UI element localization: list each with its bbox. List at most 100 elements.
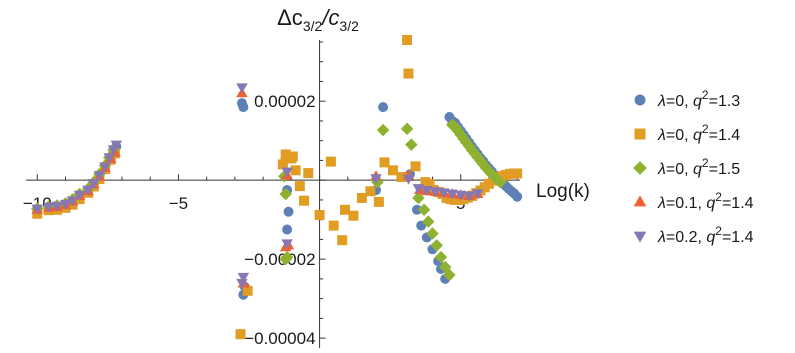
data-point bbox=[242, 285, 253, 296]
data-point bbox=[110, 140, 123, 151]
data-point bbox=[512, 191, 523, 202]
data-point bbox=[365, 186, 376, 197]
data-point bbox=[430, 239, 443, 252]
data-point bbox=[387, 165, 398, 176]
plot-points bbox=[31, 35, 523, 340]
data-point bbox=[400, 122, 414, 136]
series-5 bbox=[31, 83, 484, 289]
legend-label: λ=0, q2=1.4 bbox=[657, 122, 740, 144]
title-delta-c: Δc bbox=[277, 5, 303, 30]
y-minor-ticks bbox=[319, 41, 326, 339]
chart-title: Δc3/2/c3/2 bbox=[277, 5, 359, 34]
data-point bbox=[356, 192, 367, 203]
y-tick-label: 0.00002 bbox=[254, 92, 315, 111]
y-tick-label: −0.00004 bbox=[244, 329, 315, 348]
legend-item-4: λ=0.1, q2=1.4 bbox=[633, 190, 754, 212]
data-point bbox=[379, 157, 390, 168]
data-point bbox=[282, 224, 293, 235]
title-slash-c: /c bbox=[320, 5, 339, 30]
data-point bbox=[279, 252, 292, 266]
data-point bbox=[424, 179, 435, 190]
data-point bbox=[422, 215, 435, 228]
data-point bbox=[87, 178, 100, 189]
data-point bbox=[512, 168, 523, 179]
legend-swatch bbox=[633, 195, 647, 207]
data-point bbox=[103, 153, 116, 164]
data-point bbox=[236, 98, 247, 109]
data-point bbox=[471, 189, 484, 200]
data-point bbox=[328, 220, 339, 231]
data-point bbox=[405, 138, 418, 151]
data-point bbox=[290, 165, 301, 176]
x-tick-label: −5 bbox=[169, 194, 188, 213]
data-point bbox=[299, 195, 310, 206]
data-point bbox=[279, 187, 292, 201]
data-point bbox=[42, 202, 55, 213]
data-point bbox=[421, 186, 433, 197]
x-minor-ticks bbox=[36, 174, 518, 181]
legend-item-5: λ=0.2, q2=1.4 bbox=[633, 224, 754, 246]
data-point bbox=[337, 235, 348, 246]
data-point bbox=[294, 181, 305, 192]
data-point bbox=[235, 329, 246, 340]
data-point bbox=[376, 123, 390, 137]
data-point bbox=[66, 196, 79, 207]
data-point bbox=[429, 187, 442, 198]
data-point bbox=[281, 239, 293, 250]
legend-label: λ=0, q2=1.3 bbox=[657, 88, 740, 110]
data-point bbox=[417, 203, 431, 217]
data-point bbox=[281, 167, 293, 178]
series-2 bbox=[32, 35, 523, 340]
data-point bbox=[59, 199, 72, 210]
data-point bbox=[402, 174, 415, 185]
data-point bbox=[443, 268, 456, 282]
data-point bbox=[314, 209, 325, 220]
data-point bbox=[325, 156, 336, 167]
data-point bbox=[434, 250, 448, 264]
legend-swatch bbox=[633, 231, 647, 243]
legend-label: λ=0.1, q2=1.4 bbox=[657, 190, 754, 212]
data-point bbox=[283, 206, 294, 217]
data-point bbox=[31, 204, 44, 215]
legend-label: λ=0, q2=1.5 bbox=[657, 156, 740, 178]
legend-label: λ=0.2, q2=1.4 bbox=[657, 224, 754, 246]
data-point bbox=[402, 35, 413, 45]
data-point bbox=[396, 172, 407, 183]
data-point bbox=[493, 175, 507, 189]
data-point bbox=[303, 168, 314, 179]
y-tick-label: −0.00002 bbox=[244, 250, 315, 269]
data-point bbox=[93, 171, 106, 182]
axes: −10−55 0.00002−0.00002−0.00004 bbox=[23, 40, 520, 348]
data-point bbox=[73, 190, 86, 201]
title-subscript-1: 3/2 bbox=[303, 18, 323, 34]
legend-swatch bbox=[634, 128, 646, 140]
data-point bbox=[403, 68, 414, 79]
data-point bbox=[412, 184, 425, 195]
x-axis-label: Log(k) bbox=[536, 181, 590, 202]
data-point bbox=[236, 278, 248, 289]
legend: λ=0, q2=1.3 λ=0, q2=1.4 λ=0, q2=1.5 λ=0.1, … bbox=[633, 88, 754, 246]
data-point bbox=[454, 190, 467, 201]
data-point bbox=[236, 83, 248, 94]
legend-item-3: λ=0, q2=1.5 bbox=[633, 156, 740, 178]
data-point bbox=[237, 272, 250, 283]
data-point bbox=[348, 210, 359, 221]
data-point bbox=[446, 189, 459, 200]
legend-item-1: λ=0, q2=1.3 bbox=[634, 88, 740, 110]
data-point bbox=[339, 204, 350, 215]
data-point bbox=[463, 191, 475, 202]
data-point bbox=[378, 102, 389, 113]
y-tick-labels: 0.00002 −0.00002 −0.00004 bbox=[244, 92, 315, 348]
data-point bbox=[373, 196, 384, 207]
legend-swatch bbox=[634, 94, 646, 106]
data-point bbox=[411, 204, 422, 215]
legend-item-2: λ=0, q2=1.4 bbox=[634, 122, 740, 144]
data-point bbox=[370, 174, 382, 185]
data-point bbox=[51, 201, 63, 212]
data-point bbox=[426, 227, 439, 240]
data-point bbox=[99, 162, 111, 173]
data-point bbox=[277, 159, 288, 170]
legend-swatch bbox=[633, 161, 647, 175]
data-point bbox=[410, 161, 421, 172]
